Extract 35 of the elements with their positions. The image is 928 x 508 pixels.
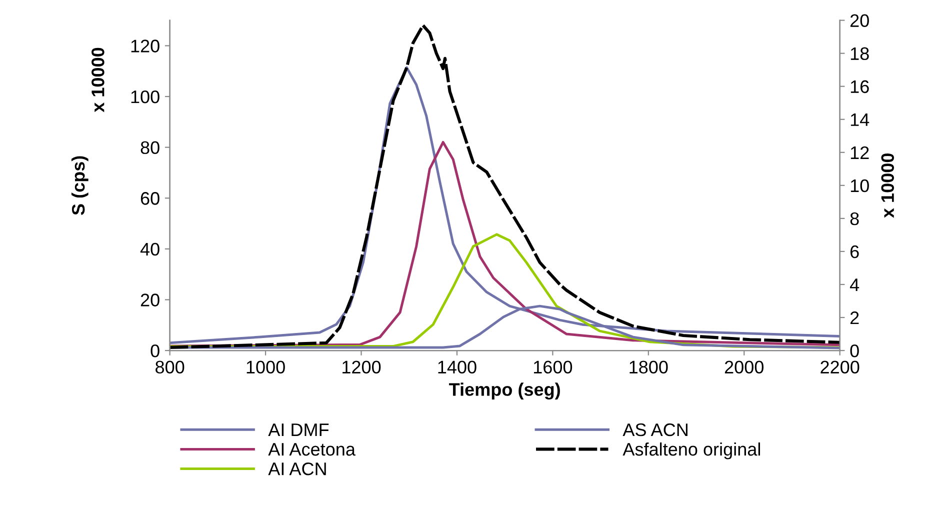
- x-tick-label: 1800: [630, 360, 668, 374]
- x-tick-label: 2000: [724, 360, 764, 374]
- y2-tick-label: 8: [850, 212, 859, 226]
- y-tick-label: 0: [150, 344, 160, 358]
- legend-label: AI Acetona: [268, 443, 356, 456]
- legend-label: AS ACN: [622, 423, 688, 436]
- y-tick-label: 120: [131, 40, 160, 52]
- x-tick-label: 1400: [438, 360, 476, 374]
- y2-tick-label: 14: [850, 114, 870, 126]
- y2-tick-label: 20: [850, 14, 869, 28]
- y2-axis-title: x 10000: [881, 154, 894, 218]
- y2-tick-label: 0: [850, 344, 859, 358]
- legend-label: AI ACN: [268, 462, 326, 476]
- y-tick-label: 80: [140, 141, 160, 154]
- x-tick-label: 1600: [534, 360, 572, 374]
- y-tick-label: 100: [131, 90, 160, 104]
- text: x 10000: [92, 48, 104, 112]
- y-tick-label: 60: [140, 192, 160, 205]
- y2-tick-label: 10: [850, 179, 869, 192]
- y2-tick-label: 12: [850, 146, 869, 159]
- y-axis-title: S (cps): [71, 156, 88, 215]
- y2-tick-label: 16: [850, 80, 869, 94]
- x-tick-label: 2200: [820, 360, 860, 374]
- legend-label: Asfalteno original: [622, 442, 760, 460]
- x-axis-title: Tiempo (seg): [449, 382, 560, 400]
- y2-tick-label: 6: [850, 245, 859, 258]
- y2-tick-label: 18: [850, 47, 869, 60]
- y2-tick-label: 2: [850, 311, 859, 324]
- x-tick-label: 800: [156, 360, 184, 374]
- y-tick-label: 20: [140, 294, 160, 306]
- y2-tick-label: 4: [850, 278, 860, 292]
- legend-label: AI DMF: [268, 424, 329, 436]
- y-tick-label: 40: [140, 242, 160, 256]
- x-tick-label: 1200: [342, 360, 381, 374]
- x-tick-label: 1000: [246, 360, 285, 374]
